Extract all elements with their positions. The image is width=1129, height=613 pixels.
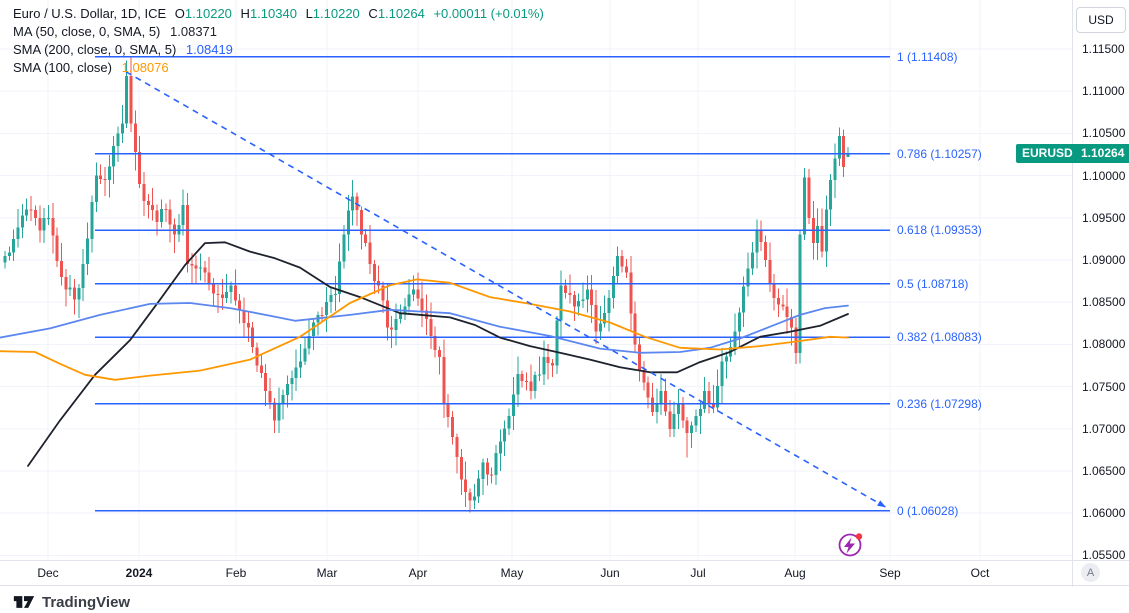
time-tick-Jul: Jul [690,566,706,580]
open-value: 1.10220 [184,6,232,21]
fib-label-0.786: 0.786 (1.10257) [897,146,982,161]
low-label: L [305,6,313,21]
fib-label-1: 1 (1.11408) [897,49,958,64]
symbol-title: Euro / U.S. Dollar, 1D, ICE [13,6,167,21]
price-tick: 1.07000 [1082,421,1126,436]
open-label: O [174,6,185,21]
price-tick: 1.08500 [1082,295,1126,310]
flash-indicator-icon[interactable] [838,533,863,557]
chart-canvas[interactable] [0,0,1072,560]
fib-label-0.5: 0.5 (1.08718) [897,276,969,291]
close-label: C [368,6,378,21]
fib-label-0.236: 0.236 (1.07298) [897,396,982,411]
axis-corner-separator [1072,561,1073,587]
indicator-legend-sma100[interactable]: SMA (100, close) 1.08076 [13,60,169,75]
auto-scale-badge[interactable]: A [1081,563,1100,582]
price-tick: 1.07500 [1082,379,1126,394]
price-tick: 1.05500 [1082,548,1126,563]
sma200-value: 1.08419 [185,42,233,57]
trendline-arrowhead [877,500,886,508]
indicator-legend-sma200[interactable]: SMA (200, close, 0, SMA, 5) 1.08419 [13,42,233,57]
price-tick: 1.08000 [1082,337,1126,352]
footer: TradingView [13,593,130,611]
ma-line-0 [27,241,849,467]
close-value: 1.10264 [377,6,425,21]
high-label: H [240,6,250,21]
symbol-price-label-badge: EURUSD [1016,143,1079,163]
ma-line-1 [0,302,849,354]
fib-retracement [95,55,890,512]
ma50-value: 1.08371 [170,24,218,39]
time-axis[interactable]: Dec 2024 Feb Mar Apr May Jun Jul Aug Sep Oct [0,560,1129,587]
time-tick-Sep: Sep [879,566,901,580]
trendline [125,71,887,508]
time-tick-Jun: Jun [600,566,620,580]
time-tick-Oct: Oct [970,566,990,580]
time-tick-Apr: Apr [408,566,428,580]
fib-label-0.618: 0.618 (1.09353) [897,223,982,238]
price-tick: 1.11000 [1082,84,1125,99]
candlestick-series [3,57,850,513]
sma100-value: 1.08076 [121,60,169,75]
time-tick-Mar: Mar [316,566,338,580]
tradingview-logo-text[interactable]: TradingView [42,593,131,611]
currency-unit-button[interactable]: USD [1076,7,1126,33]
chart-legend: Euro / U.S. Dollar, 1D, ICE O1.10220 H1.… [13,5,544,77]
low-value: 1.10220 [312,6,360,21]
indicator-legend-ma50[interactable]: MA (50, close, 0, SMA, 5) 1.08371 [13,24,218,39]
price-tick: 1.09500 [1082,210,1126,225]
fib-label-0: 0 (1.06028) [897,503,959,518]
time-tick-2024: 2024 [125,566,153,580]
price-tick: 1.10500 [1082,126,1126,141]
time-tick-Feb: Feb [225,566,247,580]
price-tick: 1.06000 [1082,506,1126,521]
fib-label-0.382: 0.382 (1.08083) [897,330,982,345]
ma-line-2 [0,278,849,381]
change-value: +0.00011 (+0.01%) [433,6,544,21]
time-tick-May: May [500,566,524,580]
price-tick: 1.06500 [1082,464,1126,478]
time-tick-Dec: Dec [37,566,59,580]
price-tick: 1.11500 [1082,42,1125,56]
price-axis[interactable]: 1.11500 1.11000 1.10500 1.10000 1.09500 1.090… [1072,0,1129,563]
price-tick: 1.09000 [1082,253,1126,267]
time-tick-Aug: Aug [784,566,806,580]
high-value: 1.10340 [249,6,297,21]
symbol-legend-row[interactable]: Euro / U.S. Dollar, 1D, ICE O1.10220 H1.… [13,5,544,23]
price-tick: 1.10000 [1082,168,1126,183]
tradingview-logo-icon[interactable] [13,593,35,611]
last-price-badge: 1.10264 [1073,143,1129,163]
